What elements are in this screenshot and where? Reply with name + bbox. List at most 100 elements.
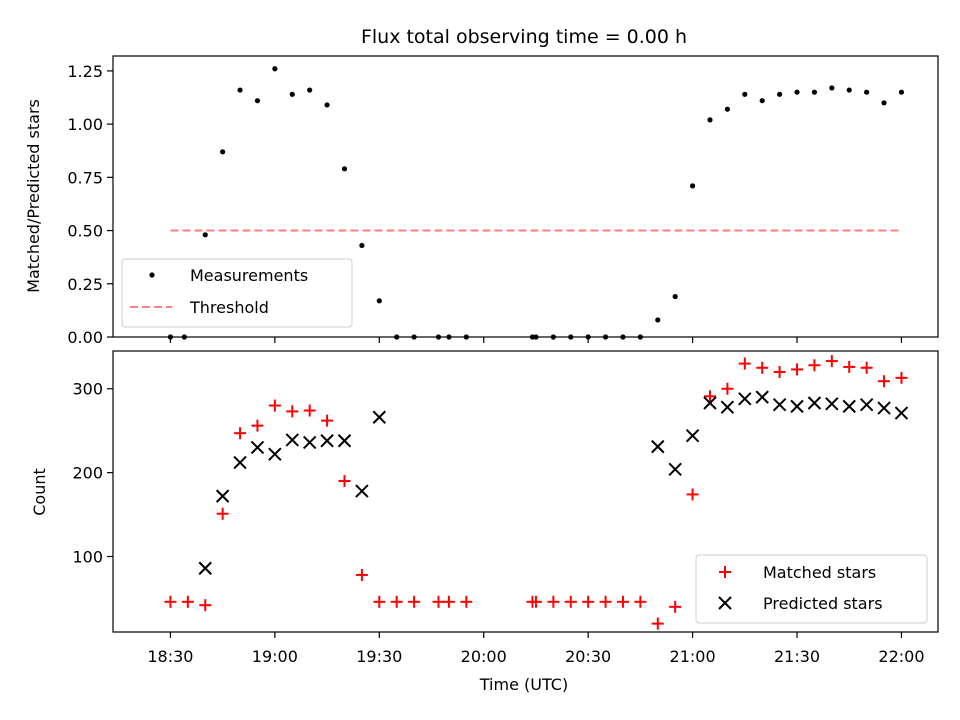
matched-stars-point [738, 357, 751, 370]
measurement-point [359, 242, 365, 249]
predicted-stars-point [268, 447, 282, 461]
matched-stars-point [791, 363, 804, 376]
y-tick-label: 300 [72, 380, 103, 399]
matched-stars-point [199, 599, 212, 612]
matched-stars-point [721, 382, 734, 395]
matched-stars-point [825, 355, 838, 368]
measurement-point [811, 89, 818, 95]
y-tick-label: 1.25 [67, 62, 103, 81]
measurement-point [307, 87, 313, 93]
matched-stars-point [756, 361, 769, 374]
measurement-point [289, 91, 295, 97]
measurement-point [324, 102, 330, 108]
measurement-point [777, 91, 783, 97]
matched-stars-point [808, 359, 821, 372]
matched-stars-point [582, 595, 595, 608]
bottom-legend: Matched stars Predicted stars [695, 554, 928, 624]
predicted-stars-point [685, 429, 700, 443]
matched-stars-point [373, 595, 386, 608]
predicted-stars-point [320, 434, 334, 448]
measurement-point [864, 89, 870, 95]
legend-measurements-marker [149, 272, 155, 278]
top-y-axis-label: Matched/Predicted stars [24, 99, 43, 293]
matched-stars-point [773, 365, 786, 378]
x-tick-label: 22:00 [878, 647, 924, 666]
predicted-stars-point [651, 439, 665, 454]
y-tick-label: 0.00 [67, 328, 103, 347]
measurement-point [707, 117, 713, 123]
matched-stars-point [286, 405, 299, 418]
measurement-point [237, 87, 243, 93]
matched-stars-point [878, 375, 891, 388]
measurement-point [672, 293, 678, 300]
bottom-panel-marks [164, 355, 909, 630]
y-tick-label: 0.75 [67, 168, 103, 187]
measurement-point [202, 232, 208, 238]
matched-stars-point [616, 595, 629, 608]
measurement-point [376, 298, 382, 304]
predicted-stars-point [859, 397, 874, 412]
measurement-point [220, 149, 226, 155]
top-y-ticks: 0.00 0.25 0.50 0.75 1.00 1.25 [67, 62, 113, 347]
matched-stars-point [390, 595, 403, 608]
top-x-ticks [169, 337, 903, 343]
measurement-point [254, 98, 261, 104]
matched-stars-point [564, 595, 577, 608]
matched-stars-point [338, 475, 351, 488]
predicted-stars-point [877, 401, 891, 415]
x-tick-label: 18:30 [147, 647, 193, 666]
matched-stars-point [251, 419, 264, 432]
predicted-stars-point [285, 433, 299, 447]
chart-title: Flux total observing time = 0.00 h [361, 26, 687, 48]
predicted-stars-point [215, 489, 230, 503]
measurement-point [898, 89, 905, 95]
predicted-stars-point [250, 440, 265, 455]
matched-stars-point [442, 595, 455, 608]
top-panel-marks [167, 66, 905, 340]
x-tick-label: 19:30 [356, 647, 402, 666]
bottom-y-axis-label: Count [30, 468, 49, 516]
x-tick-label: 21:30 [774, 647, 820, 666]
top-legend-box [121, 258, 353, 328]
matched-stars-point [303, 404, 316, 417]
top-plot-frame [112, 55, 939, 338]
y-tick-label: 1.00 [67, 115, 103, 134]
measurement-point [742, 91, 748, 97]
matched-stars-point [599, 595, 612, 608]
measurement-point [655, 317, 661, 323]
top-panel: 0.00 0.25 0.50 0.75 1.00 1.25 Matched/Predict… [24, 55, 939, 347]
matched-stars-point [634, 595, 647, 608]
predicted-stars-point [738, 392, 752, 406]
y-tick-label: 200 [72, 464, 103, 483]
predicted-stars-point [894, 406, 909, 420]
measurement-point [829, 85, 835, 91]
y-tick-label: 0.50 [67, 222, 103, 241]
matched-stars-point [529, 595, 542, 608]
predicted-stars-point [302, 435, 317, 450]
legend-predicted-marker [718, 596, 732, 610]
matched-stars-point [355, 568, 368, 581]
predicted-stars-point [233, 455, 247, 470]
predicted-stars-point [790, 399, 804, 414]
predicted-stars-point [372, 410, 387, 424]
y-tick-label: 0.25 [67, 275, 103, 294]
matched-stars-point [703, 390, 716, 403]
predicted-stars-point [355, 484, 369, 498]
matched-stars-point [895, 371, 908, 384]
predicted-stars-point [772, 397, 787, 412]
legend-threshold-label: Threshold [189, 298, 269, 317]
bottom-x-ticks: 18:30 19:00 19:30 20:00 20:30 21:00 21:30 22:00 [147, 632, 925, 666]
matched-stars-point [547, 595, 560, 608]
matched-stars-point [181, 595, 194, 608]
legend-predicted-label: Predicted stars [763, 594, 883, 613]
predicted-stars-point [198, 561, 212, 575]
matched-stars-point [164, 595, 177, 608]
matched-stars-point [843, 360, 856, 373]
matched-stars-point [234, 427, 247, 440]
measurement-point [272, 66, 278, 72]
bottom-plot-frame [112, 350, 939, 633]
predicted-stars-point [807, 396, 822, 410]
x-tick-label: 20:00 [461, 647, 507, 666]
predicted-stars-point [842, 399, 856, 414]
